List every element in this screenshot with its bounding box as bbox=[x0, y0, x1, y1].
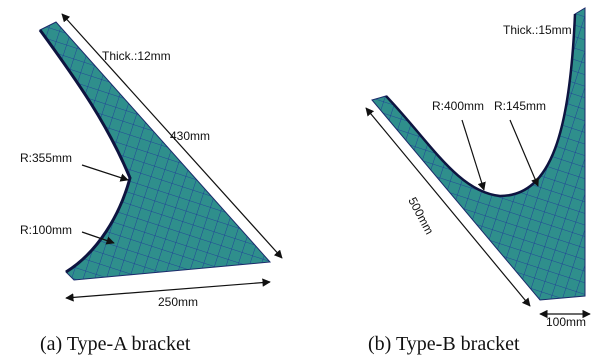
caption: (a) Type-A bracket bbox=[40, 333, 191, 355]
arrow bbox=[82, 165, 128, 180]
annotation: 100mm bbox=[546, 315, 586, 329]
bracket-a: Thick.:12mm 430mm R:355mm R:100mm 250mm … bbox=[20, 14, 282, 355]
annotation: 500mm bbox=[405, 195, 436, 237]
annotation: 250mm bbox=[158, 295, 198, 309]
annotation: Thick.:15mm bbox=[503, 23, 572, 37]
annotation: R:145mm bbox=[494, 99, 546, 113]
annotation: R:100mm bbox=[20, 223, 72, 237]
annotation: R:400mm bbox=[432, 99, 484, 113]
annotation: R:355mm bbox=[20, 151, 72, 165]
annotation: 430mm bbox=[170, 129, 210, 143]
figure: Thick.:12mm 430mm R:355mm R:100mm 250mm … bbox=[0, 0, 595, 361]
arrow bbox=[462, 120, 484, 190]
arrow bbox=[510, 120, 538, 186]
annotation: Thick.:12mm bbox=[102, 49, 171, 63]
bracket-b: Thick.:15mm R:400mm R:145mm 500mm 100mm … bbox=[366, 8, 590, 355]
caption: (b) Type-B bracket bbox=[368, 333, 520, 355]
